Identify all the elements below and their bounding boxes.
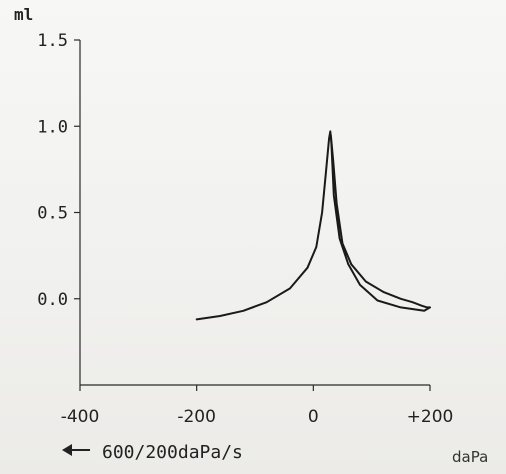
y-tick-label: 0.0 bbox=[37, 290, 68, 310]
x-tick-label: -200 bbox=[177, 407, 216, 427]
y-ticks: 0.0 0.5 1.0 1.5 bbox=[37, 31, 80, 310]
y-tick-label: 0.5 bbox=[37, 204, 68, 224]
y-axis-label: ml bbox=[14, 5, 33, 24]
series-line bbox=[195, 130, 431, 321]
y-tick-label: 1.0 bbox=[37, 117, 68, 137]
x-ticks: -400 -200 0 +200 bbox=[61, 385, 454, 427]
x-tick-label: 0 bbox=[308, 407, 319, 427]
y-tick-label: 1.5 bbox=[37, 31, 68, 51]
sweep-rate-note: 600/200daPa/s bbox=[102, 442, 243, 463]
series-group bbox=[195, 130, 431, 321]
axes bbox=[79, 40, 430, 386]
x-tick-label: +200 bbox=[407, 407, 454, 427]
x-tick-label: -400 bbox=[61, 407, 100, 427]
x-axis-label: daPa bbox=[452, 448, 488, 466]
left-arrow-icon bbox=[62, 444, 90, 456]
sweep-indicator: 600/200daPa/s bbox=[62, 442, 243, 463]
